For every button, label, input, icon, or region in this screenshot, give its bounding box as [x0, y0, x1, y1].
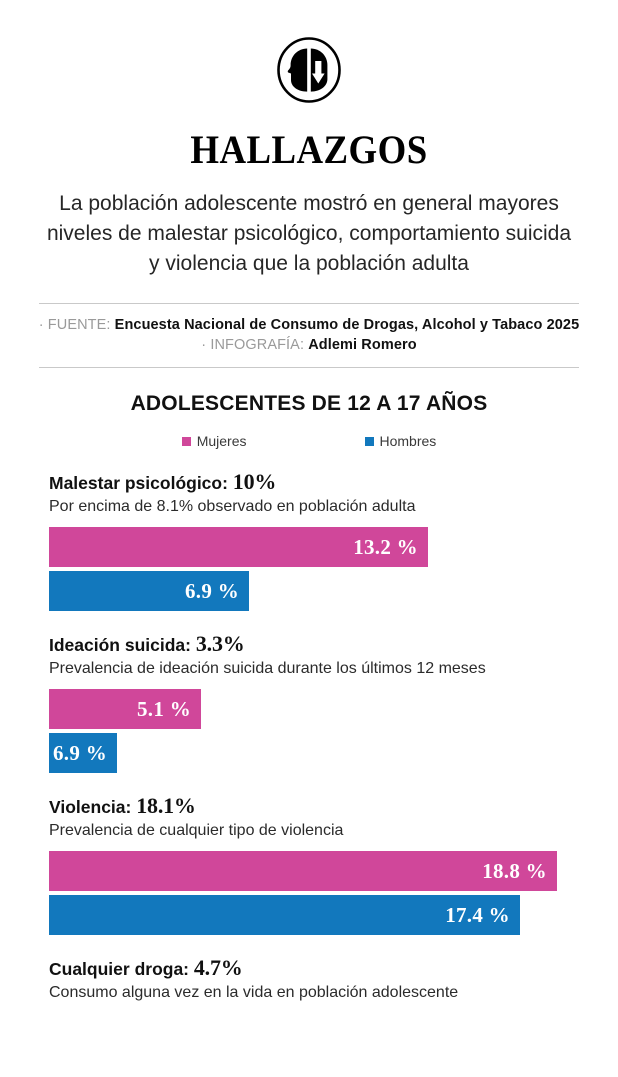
bar-value-label: 6.9 % [53, 740, 107, 765]
group-bars: 13.2 % 6.9 % [49, 527, 618, 611]
group-title: Cualquier droga: [49, 959, 194, 979]
logo-svg [277, 37, 341, 103]
bar-mujeres: 18.8 % [49, 851, 557, 891]
bar-hombres: 17.4 % [49, 895, 520, 935]
source-label: · FUENTE: [38, 317, 111, 333]
chart-group: Cualquier droga: 4.7% Consumo alguna vez … [49, 957, 618, 1004]
bar-mujeres: 5.1 % [49, 689, 201, 729]
group-overall-value: 10% [232, 469, 277, 494]
legend-label-mujeres: Mujeres [196, 433, 247, 449]
head-silhouette-down-arrow-logo [276, 36, 342, 104]
infographic-label: · INFOGRAFÍA: [201, 337, 305, 353]
bar-value-label: 17.4 % [445, 902, 510, 927]
chart-title: ADOLESCENTES DE 12 A 17 AÑOS [130, 392, 488, 415]
group-title: Ideación suicida: [49, 635, 196, 655]
group-spacer [49, 939, 618, 957]
bar-hombres: 6.9 % [49, 733, 117, 773]
chart-groups: Malestar psicológico: 10% Por encima de 8… [0, 471, 618, 1004]
source-value: Encuesta Nacional de Consumo de Drogas, … [114, 317, 580, 333]
group-heading: Violencia: 18.1% [49, 795, 618, 818]
legend-swatch-mujeres [181, 436, 191, 446]
group-spacer [49, 777, 618, 795]
group-subtitle: Consumo alguna vez en la vida en poblaci… [49, 984, 459, 1001]
chart-group: Malestar psicológico: 10% Por encima de 8… [49, 471, 618, 633]
page-title: HALLAZGOS [190, 127, 428, 172]
group-title: Malestar psicológico: [49, 473, 233, 493]
group-overall-value: 3.3% [195, 631, 245, 656]
group-subtitle: Prevalencia de ideación suicida durante … [49, 660, 486, 677]
bar-value-label: 6.9 % [185, 578, 239, 603]
group-heading: Ideación suicida: 3.3% [49, 633, 618, 656]
chart-legend: Mujeres Hombres [0, 433, 618, 449]
bar-hombres: 6.9 % [49, 571, 249, 611]
chart-group: Violencia: 18.1% Prevalencia de cualquier… [49, 795, 618, 957]
legend-swatch-hombres [364, 436, 374, 446]
group-bars: 18.8 % 17.4 % [49, 851, 618, 935]
group-overall-value: 18.1% [136, 793, 196, 818]
legend-label-hombres: Hombres [379, 433, 437, 449]
group-bars: 5.1 % 6.9 % [49, 689, 618, 773]
bar-value-label: 18.8 % [482, 858, 547, 883]
group-title: Violencia: [49, 797, 137, 817]
bar-mujeres: 13.2 % [49, 527, 428, 567]
group-spacer [49, 615, 618, 633]
group-subtitle: Por encima de 8.1% observado en població… [49, 498, 416, 515]
group-heading: Cualquier droga: 4.7% [49, 957, 618, 980]
bar-value-label: 13.2 % [353, 534, 418, 559]
legend-item-mujeres: Mujeres [181, 433, 247, 449]
divider-bottom [39, 367, 579, 368]
infographic-value: Adlemi Romero [308, 337, 417, 353]
chart-group: Ideación suicida: 3.3% Prevalencia de ide… [49, 633, 618, 795]
logo-container [0, 0, 618, 104]
group-subtitle: Prevalencia de cualquier tipo de violenc… [49, 822, 344, 839]
legend-item-hombres: Hombres [364, 433, 437, 449]
group-heading: Malestar psicológico: 10% [49, 471, 618, 494]
bar-value-label: 5.1 % [137, 696, 191, 721]
divider-top [39, 303, 579, 304]
credits: · FUENTE: Encuesta Nacional de Consumo d… [29, 315, 589, 355]
group-overall-value: 4.7% [193, 955, 243, 980]
page-deck: La población adolescente mostró en gener… [46, 192, 572, 275]
